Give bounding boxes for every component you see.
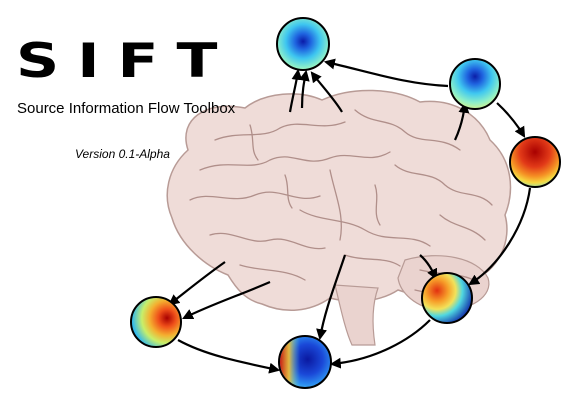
scalp-map-icon bbox=[276, 17, 330, 71]
node-right-red bbox=[509, 136, 561, 188]
brain-stem bbox=[334, 284, 379, 346]
arrow-bottomleft-to-bottomcenter bbox=[177, 339, 281, 374]
brain-sulci bbox=[189, 109, 493, 301]
app-title: SIFT bbox=[16, 34, 236, 89]
version-label: Version 0.1-Alpha bbox=[75, 147, 170, 161]
scalp-map-icon bbox=[449, 58, 501, 110]
arrow-brain-to-topleft-1 bbox=[288, 68, 303, 113]
arrow-brain-to-topleft-2 bbox=[298, 69, 310, 109]
arrow-brain-to-bottomleft bbox=[182, 280, 271, 319]
node-mid-right bbox=[421, 272, 473, 324]
scalp-map-icon bbox=[509, 136, 561, 188]
node-bottom-left bbox=[130, 296, 182, 348]
scalp-map-icon bbox=[421, 272, 473, 324]
arrow-midright-to-bottomcenter bbox=[329, 319, 431, 369]
arrow-brain-to-bottomleft-2 bbox=[168, 261, 226, 306]
arrow-brain-to-bottomcenter bbox=[316, 254, 347, 341]
arrow-red-to-midright bbox=[468, 187, 532, 286]
scalp-map-overlay bbox=[280, 337, 330, 387]
app-subtitle: Source Information Flow Toolbox bbox=[17, 100, 236, 117]
flow-arrows bbox=[168, 58, 532, 374]
arrow-topright-to-topleft bbox=[323, 58, 449, 88]
arrow-brain-to-topleft-3 bbox=[310, 71, 343, 113]
node-top-right bbox=[449, 58, 501, 110]
node-top-left bbox=[276, 17, 330, 71]
brain-illustration bbox=[166, 89, 512, 346]
scalp-map-icon bbox=[130, 296, 182, 348]
arrow-topright-to-red bbox=[496, 102, 526, 138]
node-bottom-center bbox=[278, 335, 332, 389]
